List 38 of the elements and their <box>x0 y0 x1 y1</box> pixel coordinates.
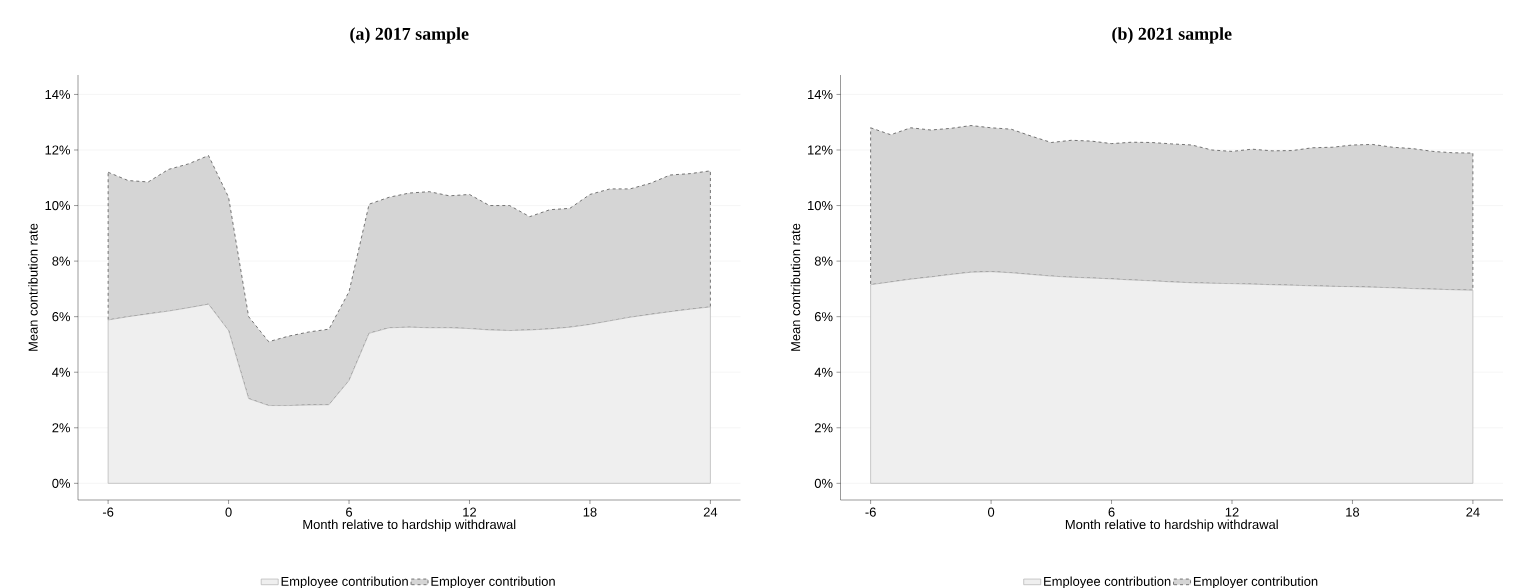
y-tick-label: 12% <box>808 145 833 155</box>
x-tick-label: 0 <box>225 507 232 517</box>
y-tick-label: 8% <box>52 256 71 266</box>
y-tick-label: 14% <box>808 89 833 99</box>
y-tick-label: 10% <box>45 200 71 211</box>
y-tick-label: 4% <box>814 367 833 377</box>
legend-label: Employer contribution <box>1193 576 1318 588</box>
y-tick-label: 8% <box>814 256 833 266</box>
x-tick-label: -6 <box>102 507 114 517</box>
x-tick-label: 24 <box>1466 507 1480 517</box>
x-tick-label: 18 <box>583 507 597 517</box>
x-tick-label: 6 <box>1108 507 1115 517</box>
legend-label: Employee contribution <box>281 576 408 588</box>
y-axis-title: Mean contribution rate <box>790 223 801 351</box>
y-tick-label: 6% <box>52 312 71 322</box>
y-tick-label: 14% <box>45 89 71 99</box>
x-tick-label: 12 <box>1225 507 1239 517</box>
legend-label: Employee contribution <box>1044 576 1171 588</box>
x-axis-title: Month relative to hardship withdrawal <box>1065 519 1278 532</box>
x-tick-label: -6 <box>865 507 876 517</box>
y-tick-label: 0% <box>814 478 833 488</box>
x-tick-label: 18 <box>1346 507 1360 517</box>
x-tick-label: 6 <box>346 507 353 517</box>
chart-title: (a) 2017 sample <box>350 27 469 44</box>
y-tick-label: 6% <box>814 312 833 322</box>
x-tick-label: 24 <box>703 507 718 517</box>
y-tick-label: 12% <box>45 145 71 155</box>
legend-label: Employer contribution <box>431 576 555 588</box>
chart-title: (b) 2021 sample <box>1112 27 1232 44</box>
y-tick-label: 4% <box>52 367 71 377</box>
y-tick-label: 10% <box>808 200 833 211</box>
x-tick-label: 0 <box>987 507 995 517</box>
y-tick-label: 2% <box>814 423 833 433</box>
y-tick-label: 0% <box>52 478 71 488</box>
y-axis-title: Mean contribution rate <box>28 223 38 351</box>
x-tick-label: 12 <box>463 507 477 517</box>
y-tick-label: 2% <box>52 423 71 433</box>
x-axis-title: Month relative to hardship withdrawal <box>303 519 516 532</box>
